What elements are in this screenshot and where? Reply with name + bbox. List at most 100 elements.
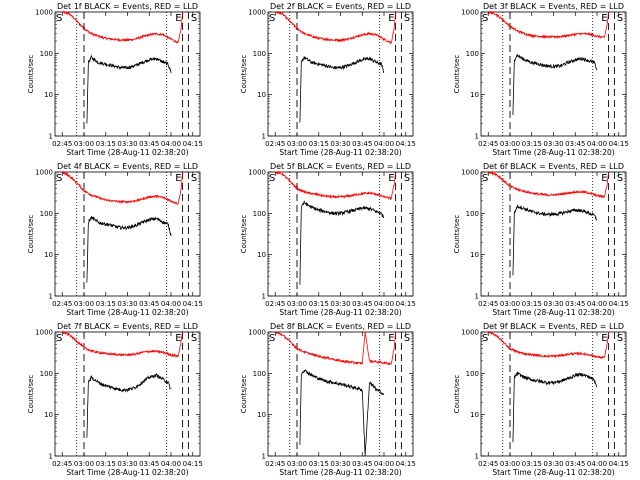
x-tick-label: 02:45 [478,300,498,308]
x-tick-label: 04:15 [396,460,416,468]
x-tick-label: 04:00 [161,460,181,468]
y-tick-label: 10 [470,91,479,99]
x-tick-label: 04:15 [396,300,416,308]
lld-series-line [61,10,183,44]
y-tick-label: 100 [466,50,479,58]
x-axis-label: Start Time (28-Aug-11 02:38:20) [492,308,614,317]
lld-series-line [275,331,396,366]
y-axis-label: Counts/sec [27,375,35,414]
y-tick-label: 1000 [35,169,53,177]
panel-det-4f: Det 4f BLACK = Events, RED = LLD 1 10 100 10… [27,162,203,317]
lld-series-line [61,330,183,358]
panel-det-8f: Det 8f BLACK = Events, RED = LLD 1 10 100 10… [240,322,416,477]
y-tick-label: 1 [262,133,266,141]
x-tick-label: 03:00 [74,140,94,148]
x-tick-label: 03:00 [500,300,520,308]
x-tick-label: 02:45 [478,140,498,148]
x-tick-label: 04:00 [161,300,181,308]
x-tick-label: 04:00 [161,140,181,148]
y-axis-label: Counts/sec [453,215,461,254]
y-tick-label: 1000 [248,9,266,17]
x-tick-label: 04:15 [609,460,629,468]
x-tick-label: 03:00 [500,140,520,148]
x-axis-label: Start Time (28-Aug-11 02:38:20) [279,308,401,317]
y-tick-label: 10 [470,411,479,419]
x-tick-label: 04:00 [374,460,394,468]
y-axis-label: Counts/sec [27,55,35,94]
y-tick-label: 100 [40,50,53,58]
s-marker-label: S [56,13,62,24]
s-marker-label: S [191,173,197,184]
y-tick-label: 100 [466,370,479,378]
panel-title: Det 3f BLACK = Events, RED = LLD [483,2,624,11]
y-tick-label: 1000 [35,329,53,337]
x-tick-label: 03:45 [565,300,585,308]
y-tick-label: 10 [470,251,479,259]
x-tick-label: 03:30 [117,300,137,308]
x-tick-label: 03:00 [287,140,307,148]
y-axis-label: Counts/sec [453,375,461,414]
x-tick-label: 04:00 [587,300,607,308]
x-tick-label: 03:45 [139,460,159,468]
panel-title: Det 7f BLACK = Events, RED = LLD [57,322,198,331]
x-axis-label: Start Time (28-Aug-11 02:38:20) [279,468,401,477]
x-tick-label: 04:15 [183,300,203,308]
x-tick-label: 02:45 [265,140,285,148]
s-marker-label: S [404,13,410,24]
x-tick-label: 03:45 [352,460,372,468]
x-tick-label: 02:45 [52,460,72,468]
y-tick-label: 10 [257,91,266,99]
y-tick-label: 100 [40,370,53,378]
y-tick-label: 1 [49,133,53,141]
y-tick-label: 10 [44,251,53,259]
y-tick-label: 10 [44,411,53,419]
x-tick-label: 03:00 [287,300,307,308]
s-marker-label: S [482,13,488,24]
panel-det-3f: Det 3f BLACK = Events, RED = LLD 1 10 100 10… [453,2,629,157]
y-tick-label: 1000 [248,329,266,337]
y-tick-label: 10 [257,411,266,419]
y-tick-label: 100 [466,210,479,218]
y-tick-label: 1 [475,293,479,301]
y-tick-label: 10 [44,91,53,99]
lld-series-line [487,170,609,199]
events-series-line [299,369,385,457]
x-tick-label: 03:15 [522,300,542,308]
e-marker-label: E [175,13,181,24]
x-tick-label: 03:30 [117,460,137,468]
events-series-line [86,372,172,438]
s-marker-label: S [269,333,275,344]
panel-title: Det 1f BLACK = Events, RED = LLD [57,2,198,11]
e-marker-label: E [601,333,607,344]
events-series-line [86,54,172,124]
s-marker-label: S [482,333,488,344]
x-tick-label: 03:30 [330,300,350,308]
events-series-line [512,371,598,443]
x-tick-label: 03:45 [565,140,585,148]
panel-det-1f: Det 1f BLACK = Events, RED = LLD 1 10 100 10… [27,2,203,157]
y-tick-label: 1 [49,293,53,301]
y-tick-label: 1000 [461,9,479,17]
panel-det-7f: Det 7f BLACK = Events, RED = LLD 1 10 100 10… [27,322,203,477]
events-series-line [512,53,598,116]
x-tick-label: 03:00 [74,460,94,468]
y-axis-label: Counts/sec [240,215,248,254]
s-marker-label: S [617,333,623,344]
panel-title: Det 2f BLACK = Events, RED = LLD [270,2,411,11]
y-axis-label: Counts/sec [240,55,248,94]
x-axis-label: Start Time (28-Aug-11 02:38:20) [66,148,188,157]
x-tick-label: 03:00 [287,460,307,468]
x-axis-label: Start Time (28-Aug-11 02:38:20) [492,148,614,157]
e-marker-label: E [175,173,181,184]
s-marker-label: S [269,173,275,184]
x-tick-label: 03:15 [309,460,329,468]
x-tick-label: 04:00 [587,140,607,148]
y-tick-label: 1 [475,453,479,461]
x-axis-label: Start Time (28-Aug-11 02:38:20) [66,468,188,477]
x-tick-label: 02:45 [478,460,498,468]
y-tick-label: 1000 [461,329,479,337]
x-tick-label: 04:00 [374,140,394,148]
x-tick-label: 04:00 [374,300,394,308]
e-marker-label: E [388,13,394,24]
